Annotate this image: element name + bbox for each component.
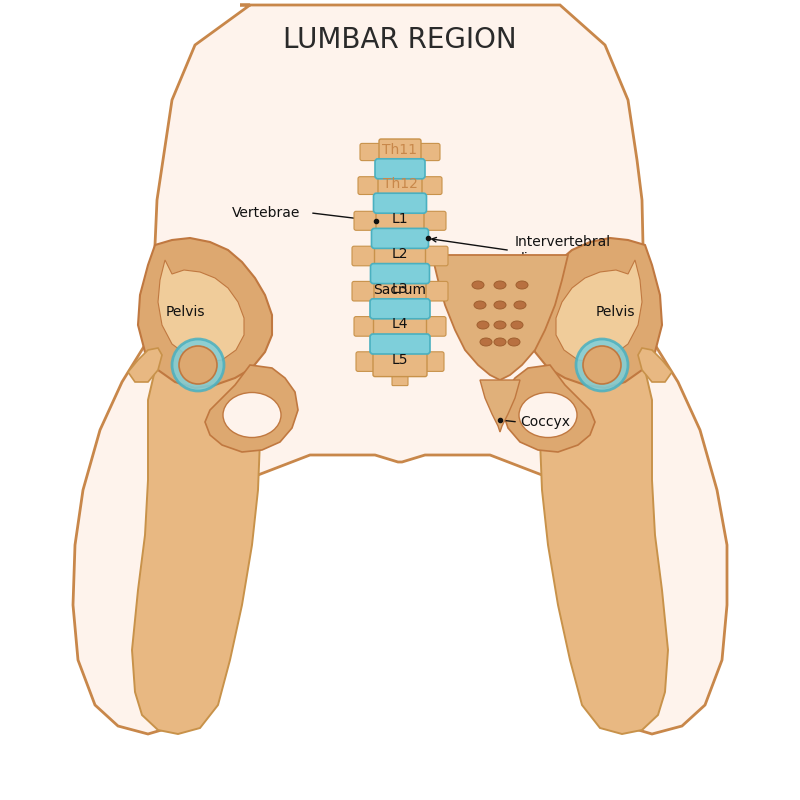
FancyBboxPatch shape [360,143,381,161]
FancyBboxPatch shape [419,143,440,161]
Text: Pelvis: Pelvis [595,305,634,319]
Ellipse shape [477,321,489,329]
Polygon shape [528,238,662,388]
Ellipse shape [480,338,492,346]
Polygon shape [128,348,162,382]
Polygon shape [638,348,672,382]
FancyBboxPatch shape [356,352,375,371]
FancyBboxPatch shape [358,177,380,194]
FancyBboxPatch shape [370,334,430,354]
FancyBboxPatch shape [425,352,444,371]
FancyBboxPatch shape [371,229,429,249]
Ellipse shape [223,393,281,438]
Ellipse shape [583,346,621,384]
Ellipse shape [179,346,217,384]
Polygon shape [132,340,260,734]
Ellipse shape [511,321,523,329]
FancyBboxPatch shape [370,264,430,284]
Ellipse shape [494,281,506,289]
Text: L5: L5 [392,353,408,366]
FancyBboxPatch shape [370,299,430,318]
Polygon shape [502,365,595,452]
FancyBboxPatch shape [392,194,408,208]
Text: L4: L4 [392,318,408,331]
Text: Vertebrae: Vertebrae [232,206,300,220]
Polygon shape [480,380,520,432]
FancyBboxPatch shape [376,206,424,235]
FancyBboxPatch shape [375,158,425,178]
Polygon shape [138,238,272,388]
FancyBboxPatch shape [378,172,422,199]
FancyBboxPatch shape [392,301,408,315]
FancyBboxPatch shape [420,177,442,194]
Ellipse shape [494,301,506,309]
Ellipse shape [494,338,506,346]
Polygon shape [205,365,298,452]
Text: Sacrum: Sacrum [374,283,426,297]
Text: Coccyx: Coccyx [520,415,570,429]
Polygon shape [540,340,668,734]
Text: L1: L1 [392,212,408,226]
FancyBboxPatch shape [352,282,376,301]
Text: LUMBAR REGION: LUMBAR REGION [283,26,517,54]
Text: Th12: Th12 [382,177,418,190]
FancyBboxPatch shape [392,160,408,174]
FancyBboxPatch shape [392,266,408,280]
FancyBboxPatch shape [354,211,378,230]
FancyBboxPatch shape [374,276,426,306]
FancyBboxPatch shape [354,317,375,336]
Ellipse shape [472,281,484,289]
Text: Th11: Th11 [382,143,418,157]
Polygon shape [556,260,642,362]
FancyBboxPatch shape [374,311,426,342]
FancyBboxPatch shape [379,139,421,165]
Ellipse shape [474,301,486,309]
FancyBboxPatch shape [424,282,448,301]
Ellipse shape [516,281,528,289]
Ellipse shape [172,339,224,391]
Text: Pelvis: Pelvis [166,305,205,319]
FancyBboxPatch shape [392,230,408,244]
FancyBboxPatch shape [422,211,446,230]
Text: L2: L2 [392,247,408,261]
FancyBboxPatch shape [392,336,408,350]
FancyBboxPatch shape [423,246,448,266]
FancyBboxPatch shape [392,371,408,386]
Ellipse shape [519,393,577,438]
FancyBboxPatch shape [425,317,446,336]
Ellipse shape [508,338,520,346]
Polygon shape [432,255,568,380]
FancyBboxPatch shape [352,246,377,266]
Polygon shape [73,5,727,734]
FancyBboxPatch shape [374,241,426,271]
FancyBboxPatch shape [374,194,426,214]
Ellipse shape [494,321,506,329]
Ellipse shape [576,339,628,391]
Text: Intervertebral
discs: Intervertebral discs [515,235,611,266]
Text: L3: L3 [392,282,408,296]
Polygon shape [158,260,244,362]
FancyBboxPatch shape [373,346,427,377]
Ellipse shape [514,301,526,309]
